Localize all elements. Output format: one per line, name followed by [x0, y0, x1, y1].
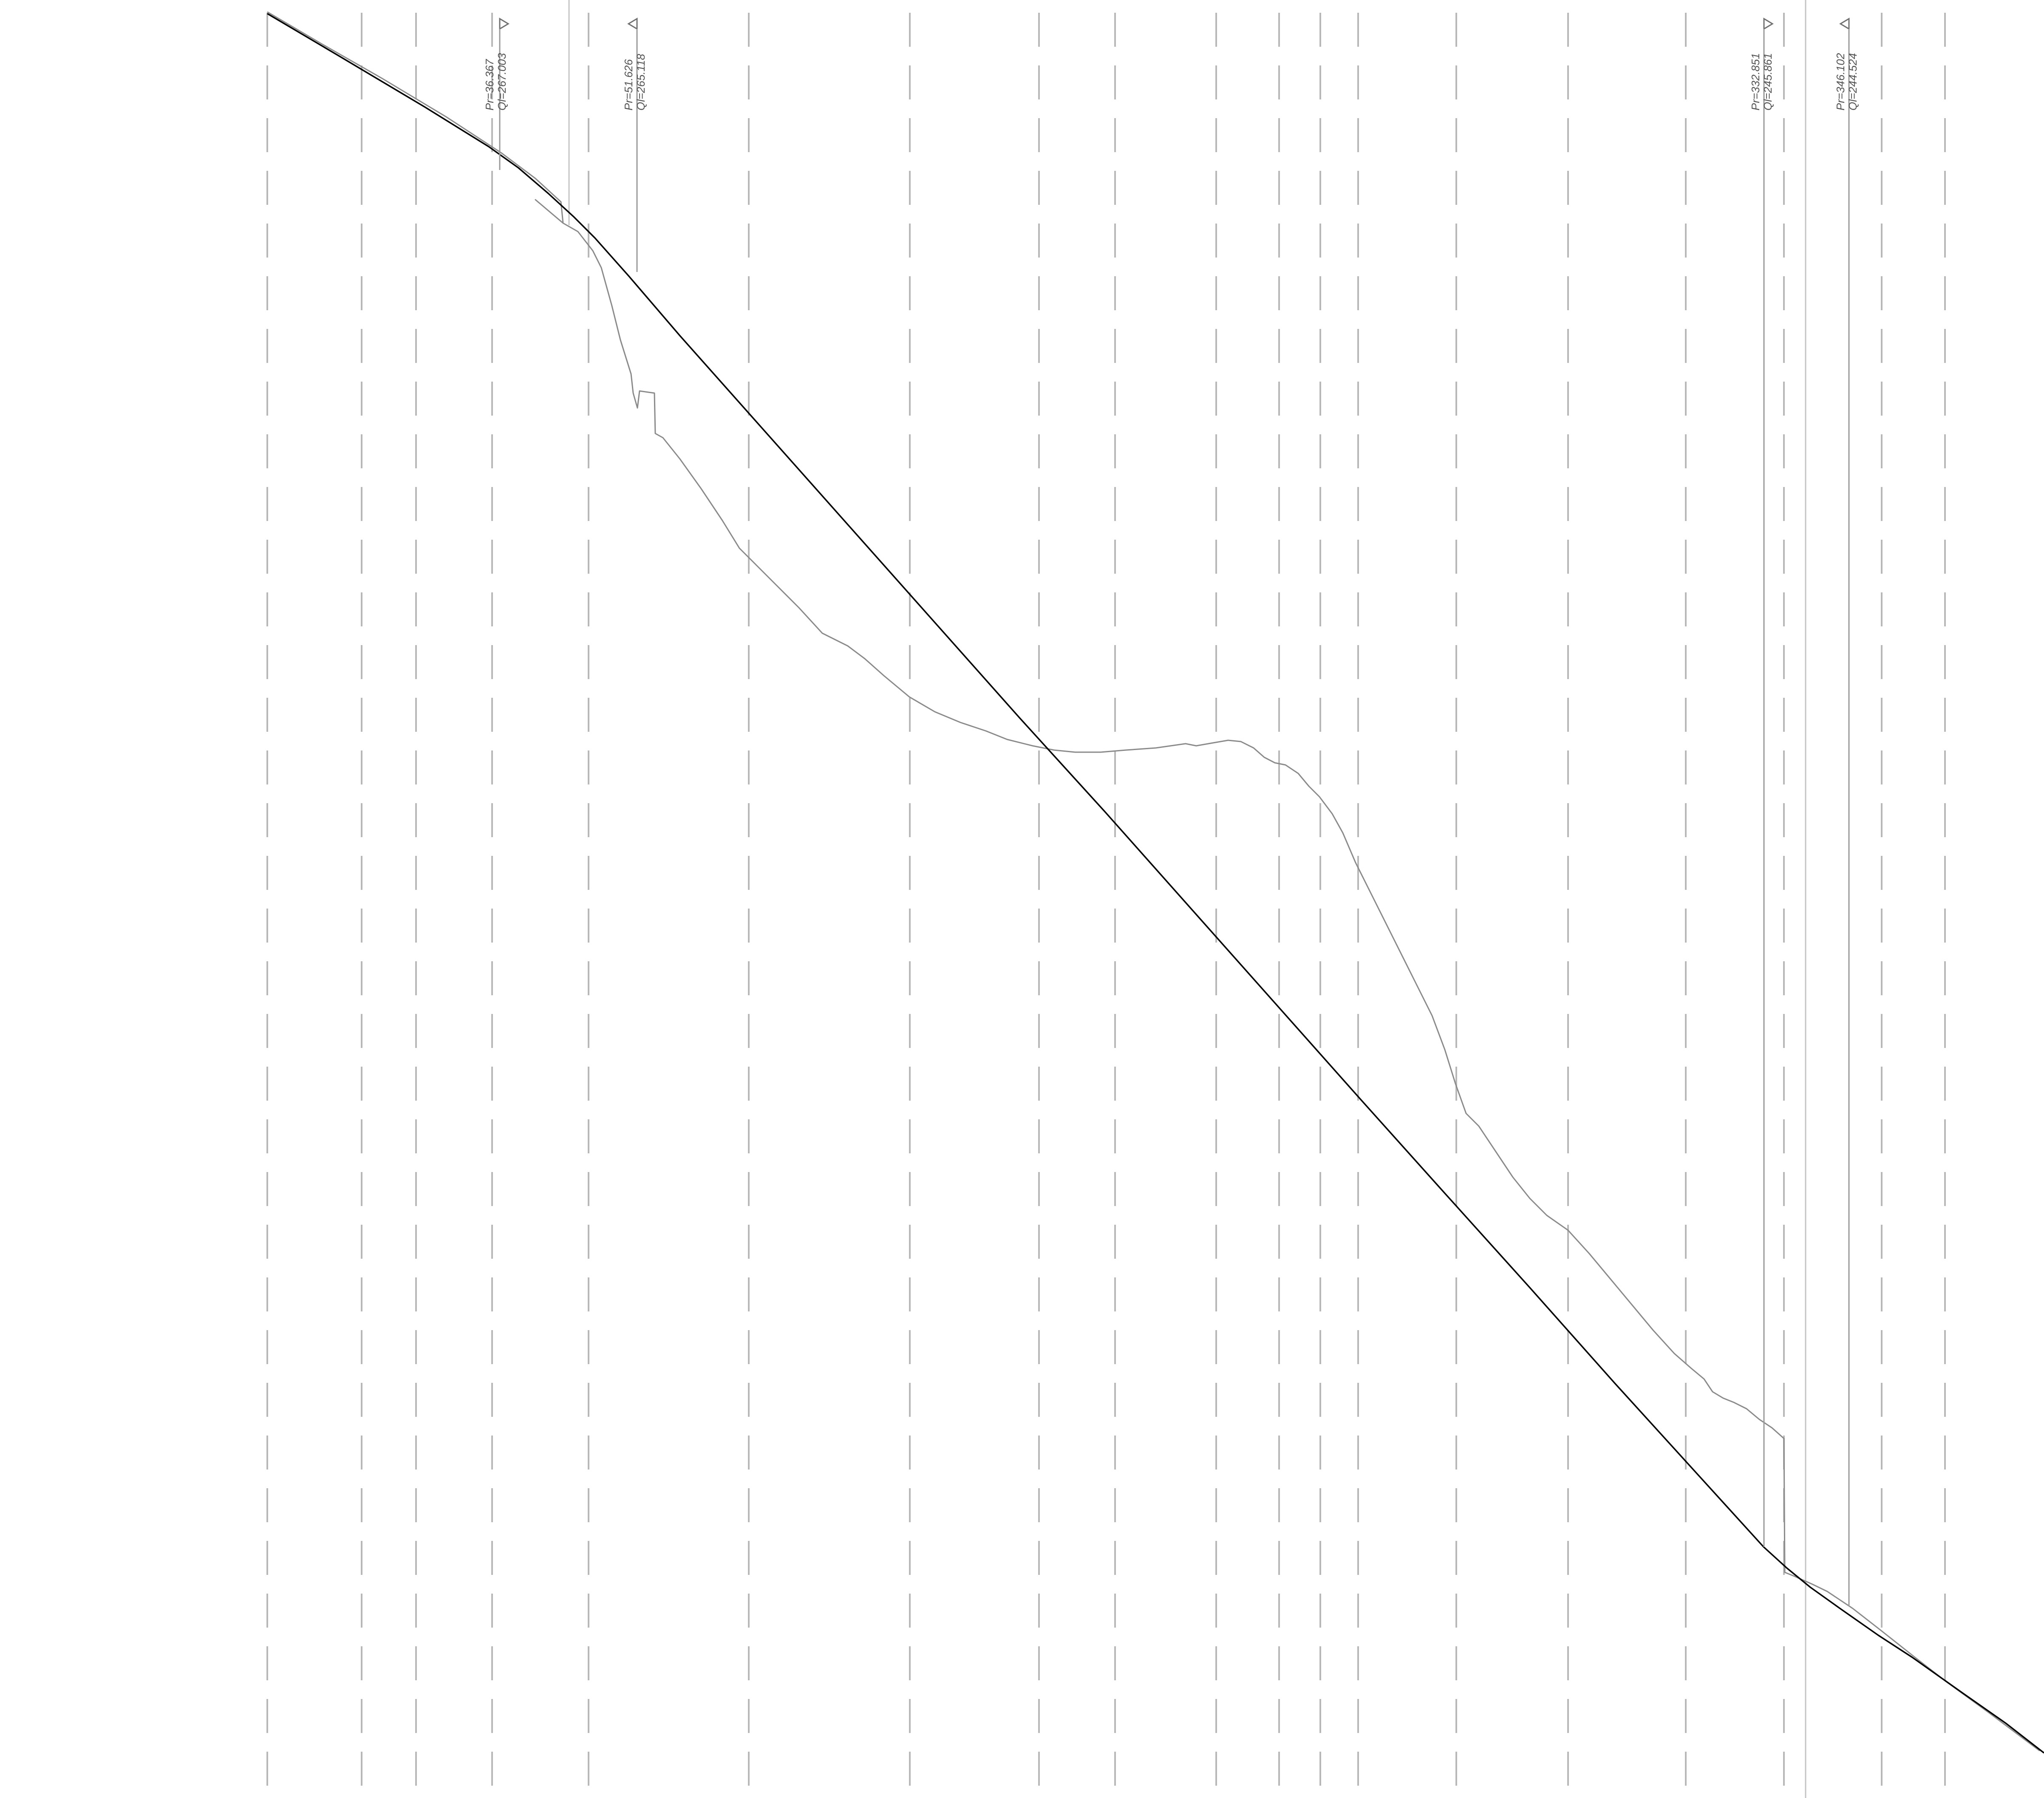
pk-label: Pr=36.367: [483, 59, 496, 110]
design-profile-line: [267, 13, 2044, 1754]
ground-profile-line: [267, 11, 2040, 1752]
pk-label: Pr=332.851: [1749, 53, 1762, 110]
flag-marker: [499, 17, 510, 30]
pk-label: Pr=51.626: [622, 59, 635, 110]
annotation-pc-1: Pr=36.367 Ql=267.003: [483, 17, 510, 170]
flag-marker: [1839, 17, 1850, 30]
elevation-label: Ql=244.524: [1846, 53, 1859, 110]
elevation-label: Ql=267.003: [495, 53, 508, 110]
elevation-label: Ql=245.861: [1761, 53, 1774, 110]
reference-lines: [568, 0, 1806, 1798]
elevation-label: Ql=265.118: [634, 54, 647, 110]
pk-label: Pr=346.102: [1834, 53, 1847, 110]
annotation-pc-3: Pr=332.851 Ql=245.861: [1749, 17, 1774, 1547]
annotation-pc-2: Pr=51.626 Ql=265.118: [622, 17, 647, 272]
flag-marker: [627, 17, 638, 30]
annotation-pc-4: Pr=346.102 Ql=244.524: [1834, 17, 1859, 1606]
flag-marker: [1763, 17, 1774, 30]
station-lines: [266, 13, 1946, 1798]
